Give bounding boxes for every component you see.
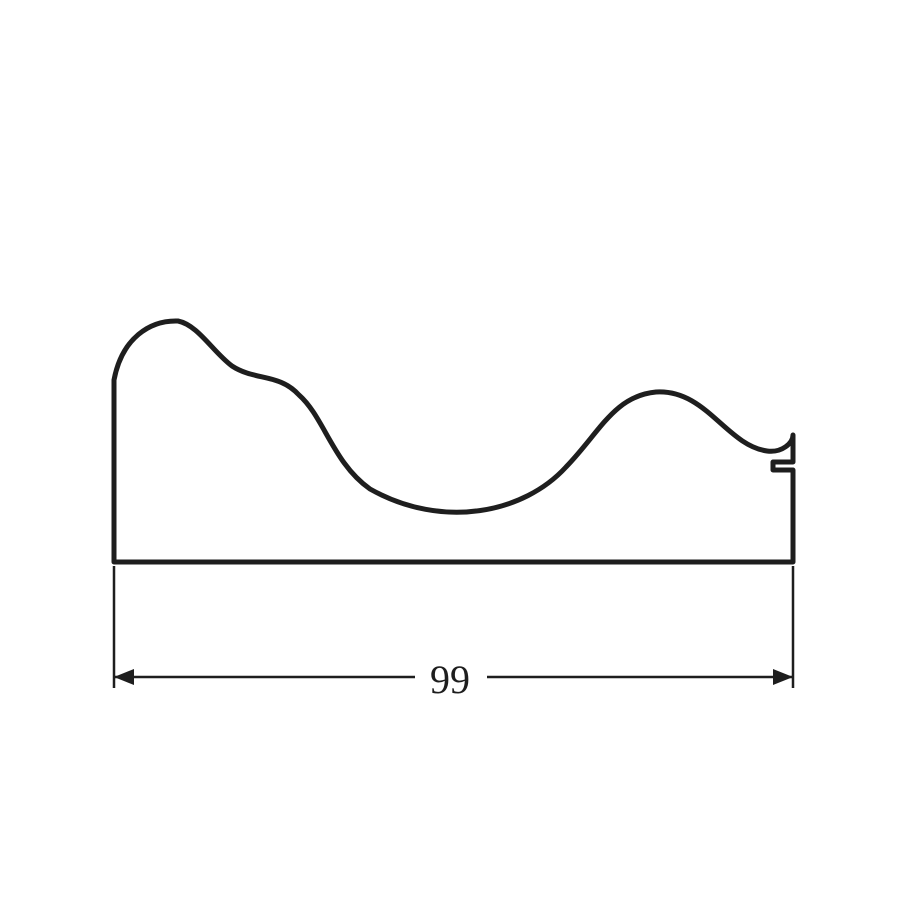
dimension-value: 99	[430, 657, 470, 702]
diagram-container: 99	[0, 0, 900, 900]
arrowhead-left	[114, 669, 134, 685]
profile-diagram-svg: 99	[0, 0, 900, 900]
arrowhead-right	[773, 669, 793, 685]
moulding-profile	[114, 321, 793, 562]
